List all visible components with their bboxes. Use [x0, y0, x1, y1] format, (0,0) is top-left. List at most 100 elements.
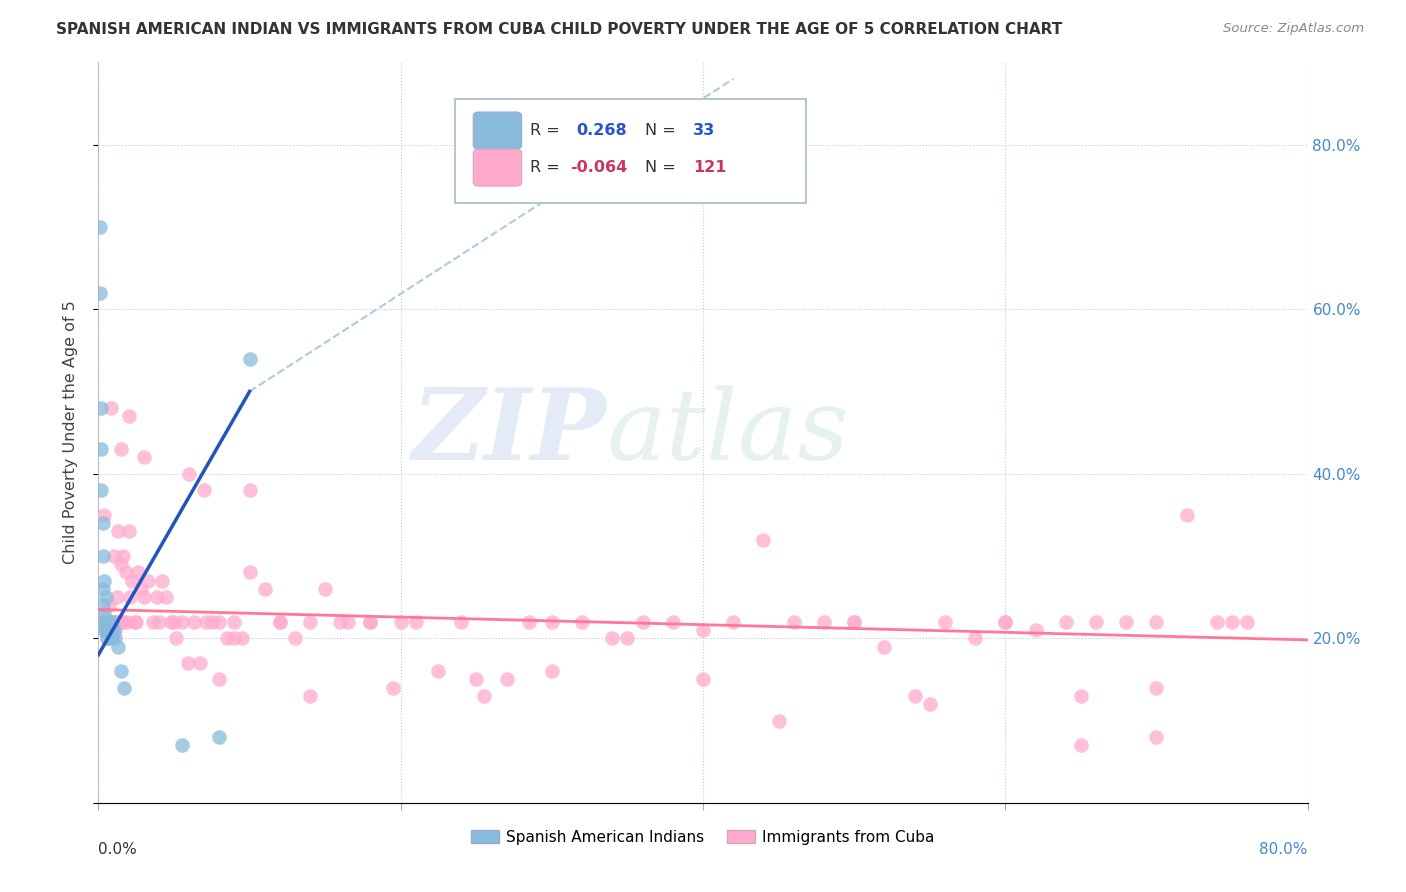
Point [1070, 738, 1092, 752]
Point [239, 566, 262, 580]
Point [208, 673, 231, 687]
Point [121, 574, 143, 588]
Point [125, 615, 148, 629]
Point [136, 574, 159, 588]
Point [93, 508, 115, 522]
Point [124, 615, 146, 629]
Point [1085, 615, 1108, 629]
Text: Source: ZipAtlas.com: Source: ZipAtlas.com [1223, 22, 1364, 36]
Point [115, 615, 138, 629]
Point [155, 590, 177, 604]
Point [934, 615, 956, 629]
Text: SPANISH AMERICAN INDIAN VS IMMIGRANTS FROM CUBA CHILD POVERTY UNDER THE AGE OF 5: SPANISH AMERICAN INDIAN VS IMMIGRANTS FR… [56, 22, 1063, 37]
Point [813, 615, 835, 629]
Point [91, 582, 114, 596]
Point [98, 615, 121, 629]
Point [165, 632, 187, 646]
Point [253, 582, 276, 596]
Point [495, 673, 517, 687]
Point [148, 615, 170, 629]
Point [103, 615, 125, 629]
Point [405, 615, 427, 629]
Point [118, 409, 141, 424]
Point [1144, 730, 1167, 744]
Point [120, 590, 142, 604]
Point [94, 615, 117, 629]
Point [208, 730, 231, 744]
Point [107, 615, 129, 629]
Point [201, 615, 224, 629]
Point [299, 615, 322, 629]
Point [1206, 615, 1229, 629]
Point [105, 590, 128, 604]
Point [101, 615, 124, 629]
Point [98, 599, 121, 613]
Point [110, 664, 132, 678]
Text: -0.064: -0.064 [569, 160, 627, 175]
Point [994, 615, 1017, 629]
Point [269, 615, 291, 629]
Point [132, 590, 155, 604]
Point [918, 697, 941, 711]
Point [150, 574, 173, 588]
FancyBboxPatch shape [474, 149, 522, 186]
Point [132, 450, 155, 465]
Point [692, 673, 714, 687]
Point [783, 615, 806, 629]
Point [239, 483, 262, 498]
Point [215, 632, 238, 646]
Point [96, 615, 118, 629]
Point [163, 615, 186, 629]
Point [299, 689, 322, 703]
Point [104, 632, 127, 646]
Point [540, 615, 562, 629]
Point [112, 681, 135, 695]
Point [1070, 689, 1092, 703]
Point [93, 574, 115, 588]
Point [269, 615, 291, 629]
Text: 0.268: 0.268 [576, 123, 627, 138]
Point [1054, 615, 1077, 629]
Point [142, 615, 165, 629]
Point [160, 615, 183, 629]
Point [94, 590, 117, 604]
Point [1024, 623, 1046, 637]
Point [107, 640, 129, 654]
Point [465, 673, 488, 687]
Point [114, 566, 136, 580]
Point [844, 615, 866, 629]
Point [90, 483, 112, 498]
Point [110, 615, 132, 629]
Point [100, 401, 122, 415]
Point [1220, 615, 1243, 629]
Point [90, 401, 112, 415]
Point [96, 632, 118, 646]
Point [107, 524, 129, 539]
Point [450, 615, 472, 629]
Point [104, 615, 127, 629]
Point [176, 656, 198, 670]
Point [208, 615, 231, 629]
Point [336, 615, 359, 629]
Point [183, 615, 205, 629]
Point [94, 623, 117, 637]
Point [90, 442, 112, 456]
Point [91, 516, 114, 530]
Point [94, 615, 117, 629]
Point [382, 681, 405, 695]
Point [994, 615, 1017, 629]
Point [101, 615, 124, 629]
Point [602, 632, 624, 646]
Point [472, 689, 495, 703]
Point [100, 632, 122, 646]
Point [108, 615, 131, 629]
Point [1175, 508, 1198, 522]
Point [329, 615, 352, 629]
Point [231, 632, 253, 646]
Point [110, 442, 132, 456]
Legend: Spanish American Indians, Immigrants from Cuba: Spanish American Indians, Immigrants fro… [465, 823, 941, 851]
Point [170, 615, 193, 629]
Point [170, 738, 193, 752]
Point [360, 615, 382, 629]
Point [571, 615, 593, 629]
